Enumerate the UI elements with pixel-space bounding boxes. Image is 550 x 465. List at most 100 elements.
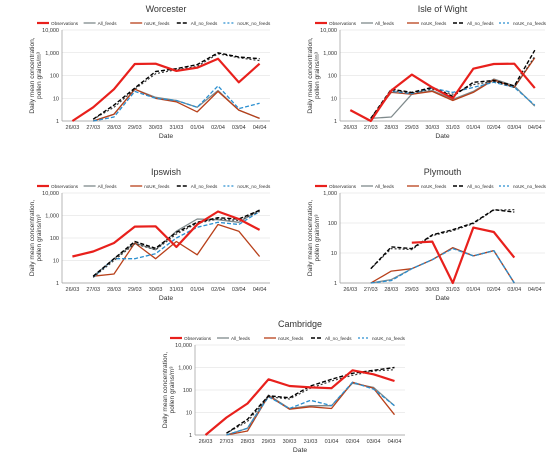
legend-label-nouk-no-feeds: noUK_no_feeds	[237, 184, 271, 189]
legend-label-all-feeds: All_feeds	[98, 184, 118, 189]
chart-title: Plymouth	[424, 167, 462, 177]
x-tick-label: 30/03	[283, 439, 297, 445]
chart-cambridge: Cambridge Observations All_feeds noUK_feeds…	[162, 319, 406, 454]
chart-title: Isle of Wight	[418, 4, 468, 14]
legend-label-nouk-feeds: noUK_feeds	[421, 184, 447, 189]
y-tick-label: 10	[53, 96, 59, 102]
x-tick-label: 29/03	[128, 287, 142, 293]
y-tick-label: 1	[334, 119, 337, 125]
y-tick-label: 100	[50, 236, 59, 242]
x-tick-label: 30/03	[425, 287, 439, 293]
x-tick-label: 26/03	[66, 287, 80, 293]
legend: Observations All_feeds noUK_feeds All_no_fe…	[37, 21, 271, 26]
y-axis-label: Daily mean concentration,	[307, 200, 314, 276]
x-tick-label: 28/03	[107, 125, 121, 131]
chart-title: Ipswish	[151, 167, 181, 177]
x-tick-label: 29/03	[405, 287, 419, 293]
x-tick-label: 31/03	[170, 287, 184, 293]
legend-label-nouk-feeds: noUK_feeds	[278, 336, 304, 341]
series-line-nouk-no-feeds	[370, 209, 515, 270]
series-line-observations	[72, 210, 261, 258]
legend-label-all-feeds: All_feeds	[231, 336, 251, 341]
x-tick-label: 29/03	[262, 439, 276, 445]
x-tick-label: 04/04	[253, 287, 267, 293]
x-tick-label: 04/04	[253, 125, 267, 131]
y-tick-label: 1	[56, 119, 59, 125]
y-axis: 1 10 100 1,000 10,000	[42, 191, 270, 287]
x-tick-label: 31/03	[446, 125, 460, 131]
x-tick-label: 30/03	[425, 125, 439, 131]
series-line-all-feeds	[92, 209, 260, 277]
legend: Observations All_feeds noUK_feeds All_no_fe…	[170, 336, 406, 341]
x-tick-label: 28/03	[241, 439, 255, 445]
chart-isle-of-wight: Isle of Wight Observations All_feeds noUK_f…	[307, 4, 547, 140]
y-tick-label: 1,000	[323, 51, 337, 57]
series-line-nouk-no-feeds-dashed	[370, 81, 536, 120]
legend-label-all-no-feeds: All_no_feeds	[191, 21, 218, 26]
series-line-observations	[349, 62, 536, 123]
y-tick-label: 1	[56, 281, 59, 287]
legend-label-nouk-feeds: noUK_feeds	[144, 21, 170, 26]
chart-ipswish: Ipswish Observations All_feeds noUK_feeds Al…	[29, 167, 271, 302]
x-tick-label: 01/04	[190, 287, 204, 293]
legend: Observations All_feeds noUK_feeds All_no_fe…	[315, 21, 547, 26]
x-tick-label: 03/04	[232, 287, 246, 293]
series-line-all-feeds	[226, 382, 395, 436]
legend-label-observations: Observations	[51, 184, 79, 189]
legend-label-nouk-no-feeds: noUK_no_feeds	[372, 336, 406, 341]
y-tick-label: 100	[328, 221, 337, 227]
y-axis-unit: pollen grains/m³	[169, 366, 176, 414]
y-tick-label: 100	[183, 388, 192, 394]
series-line-all-no-feeds	[92, 209, 260, 277]
legend-label-nouk-no-feeds: noUK_no_feeds	[513, 21, 547, 26]
legend: Observations All_feeds noUK_feeds All_no_fe…	[315, 184, 547, 189]
x-tick-label: 27/03	[364, 125, 378, 131]
x-tick-label: 04/04	[388, 439, 402, 445]
x-tick-label: 28/03	[384, 287, 398, 293]
x-tick-label: 29/03	[405, 125, 419, 131]
series-line-nouk-no-feeds-dashed	[226, 381, 395, 436]
legend-label-all-feeds: All_feeds	[98, 21, 118, 26]
legend-label-nouk-feeds: noUK_feeds	[421, 21, 447, 26]
legend-label-all-no-feeds: All_no_feeds	[325, 336, 352, 341]
y-tick-label: 10,000	[42, 191, 59, 197]
x-tick-label: 26/03	[66, 125, 80, 131]
x-tick-label: 27/03	[364, 287, 378, 293]
legend-label-all-feeds: All_feeds	[375, 21, 395, 26]
legend-label-nouk-feeds: noUK_feeds	[144, 184, 170, 189]
y-tick-label: 10,000	[320, 28, 337, 34]
chart-plymouth: Plymouth Observations All_feeds noUK_feeds A…	[307, 167, 547, 302]
chart-worcester: Worcester Observations All_feeds noUK_feeds…	[29, 4, 271, 140]
y-tick-label: 10,000	[42, 28, 59, 34]
x-tick-label: 03/04	[507, 125, 521, 131]
legend-label-observations: Observations	[51, 21, 79, 26]
series-line-nouk-no-feeds	[92, 210, 260, 278]
y-axis-unit: pollen grains/m³	[36, 214, 43, 262]
y-axis-unit: pollen grains/m³	[36, 51, 43, 99]
series-line-nouk-no-feeds-dashed	[92, 210, 260, 278]
legend: Observations All_feeds noUK_feeds All_no_fe…	[37, 184, 271, 189]
x-tick-label: 04/04	[528, 125, 542, 131]
y-axis: 1 10 100 1,000	[323, 191, 545, 287]
y-axis-label: Daily mean concentration,	[29, 37, 36, 113]
y-tick-label: 100	[328, 74, 337, 80]
legend-label-all-no-feeds: All_no_feeds	[467, 21, 494, 26]
legend-label-observations: Observations	[184, 336, 212, 341]
y-tick-label: 10	[331, 96, 337, 102]
x-tick-label: 01/04	[190, 125, 204, 131]
legend-label-observations: Observations	[329, 21, 357, 26]
y-axis-unit: pollen grains/m³	[314, 214, 321, 262]
x-tick-label: 04/04	[528, 287, 542, 293]
x-tick-label: 30/03	[149, 125, 163, 131]
y-tick-label: 1,000	[45, 51, 59, 57]
x-tick-label: 30/03	[149, 287, 163, 293]
x-tick-label: 02/04	[346, 439, 360, 445]
x-tick-label: 29/03	[128, 125, 142, 131]
y-axis: 1 10 100 1,000 10,000	[175, 343, 405, 439]
y-axis: 1 10 100 1,000 10,000	[42, 28, 270, 125]
series-line-nouk-feeds	[370, 57, 536, 119]
legend-label-observations: Observations	[329, 184, 357, 189]
x-tick-label: 01/04	[466, 287, 480, 293]
